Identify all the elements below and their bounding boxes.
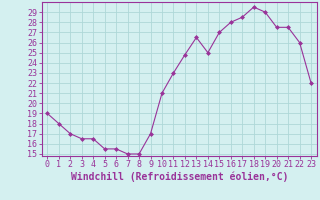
X-axis label: Windchill (Refroidissement éolien,°C): Windchill (Refroidissement éolien,°C)	[70, 172, 288, 182]
